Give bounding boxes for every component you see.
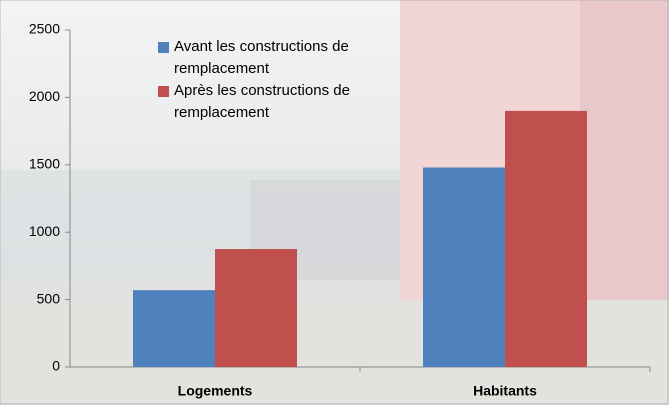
y-tick-label: 2000 [29, 88, 60, 104]
legend-swatch [158, 86, 169, 97]
legend-item: Avant les constructions de remplacement [158, 36, 398, 80]
bar [423, 167, 505, 367]
legend-item: Après les constructions de remplacement [158, 80, 398, 124]
bar [215, 249, 297, 367]
y-tick-label: 1000 [29, 223, 60, 239]
x-tick-label: Logements [178, 383, 253, 399]
y-tick-label: 1500 [29, 156, 60, 172]
x-tick-label: Habitants [473, 383, 537, 399]
bar [505, 110, 587, 367]
y-tick-label: 0 [52, 358, 60, 374]
legend-label: Avant les constructions de remplacement [174, 38, 349, 77]
legend: Avant les constructions de remplacement A… [158, 36, 398, 124]
y-tick-label: 2500 [29, 21, 60, 37]
bar [133, 290, 215, 367]
legend-swatch [158, 42, 169, 53]
legend-label: Après les constructions de remplacement [174, 82, 350, 121]
y-tick-label: 500 [37, 290, 61, 306]
